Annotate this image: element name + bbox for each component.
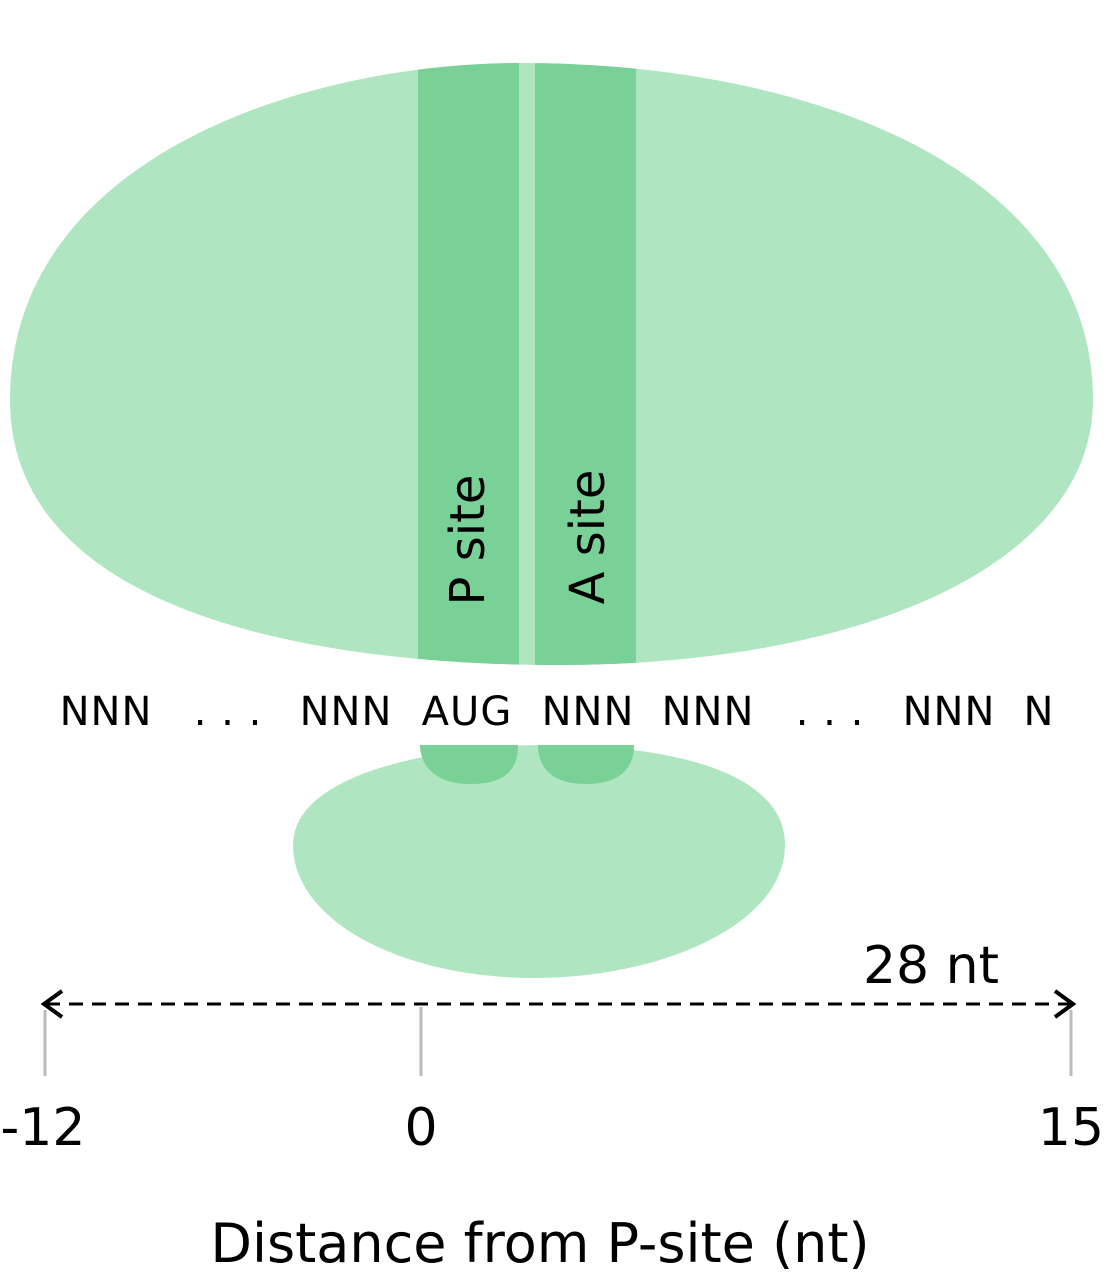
codon: NNN	[60, 689, 153, 735]
codon: N	[1024, 689, 1055, 735]
codon: NNN	[903, 689, 996, 735]
a-site-label: A site	[560, 470, 616, 605]
a-site-lobe	[538, 745, 634, 784]
p-site-label: P site	[440, 475, 496, 606]
ellipsis: . . .	[796, 689, 865, 735]
ellipsis: . . .	[194, 689, 263, 735]
span-label: 28 nt	[863, 936, 999, 996]
arrow-head-left	[40, 989, 64, 1019]
tick-label: 15	[1038, 1098, 1104, 1158]
codon: NNN	[542, 689, 635, 735]
codon: NNN	[300, 689, 393, 735]
p-site-band	[418, 63, 519, 665]
axis-label: Distance from P-site (nt)	[210, 1212, 869, 1275]
codon: NNN	[662, 689, 755, 735]
p-site-lobe	[420, 745, 518, 784]
arrow-head-right	[1053, 989, 1077, 1019]
small-subunit	[293, 745, 785, 978]
a-site-band	[535, 63, 636, 665]
tick-label: -12	[1, 1098, 86, 1158]
tick-label: 0	[404, 1098, 437, 1158]
start-codon: AUG	[422, 689, 513, 735]
mrna-sequence: NNN . . . NNN AUG NNN NNN . . . NNN N	[60, 689, 1055, 735]
